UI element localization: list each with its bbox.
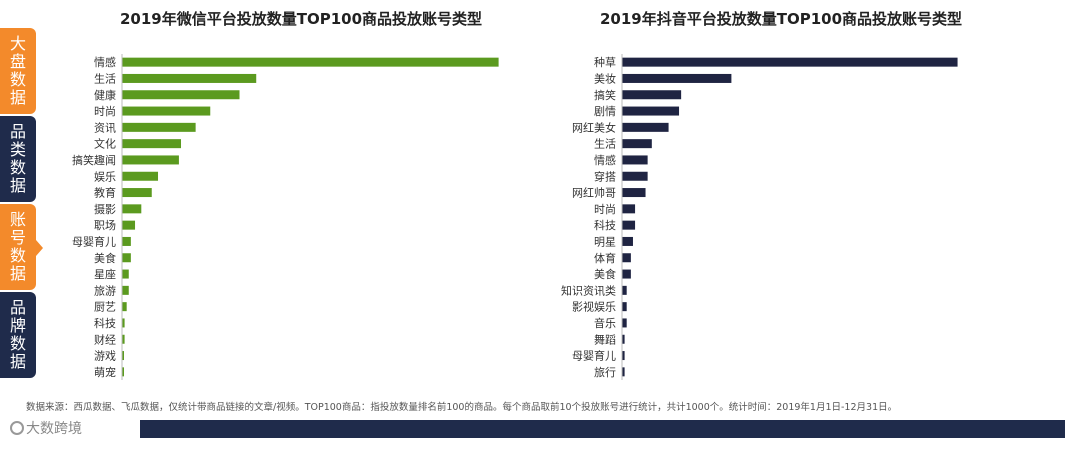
wechat-category-label: 资讯 xyxy=(94,121,116,134)
wechat-bar xyxy=(122,285,129,295)
wechat-category-label: 生活 xyxy=(94,71,116,85)
douyin-bar xyxy=(622,269,631,279)
douyin-bar xyxy=(622,188,646,198)
douyin-category-label: 穿搭 xyxy=(594,169,616,183)
wechat-bar xyxy=(122,302,127,312)
douyin-bar xyxy=(622,351,625,361)
wechat-category-label: 搞笑趣闻 xyxy=(72,153,116,167)
wechat-bar xyxy=(122,253,131,263)
wechat-category-label: 萌宠 xyxy=(94,365,116,379)
douyin-bar xyxy=(622,334,625,344)
wechat-bar xyxy=(122,155,179,165)
wechat-category-label: 星座 xyxy=(94,267,116,281)
wechat-category-label: 旅游 xyxy=(94,283,116,297)
douyin-category-label: 旅行 xyxy=(594,365,616,379)
douyin-category-label: 情感 xyxy=(594,154,616,167)
douyin-category-label: 时尚 xyxy=(594,202,616,216)
douyin-bar xyxy=(622,220,636,230)
douyin-category-label: 网红帅哥 xyxy=(572,187,616,200)
wechat-bar xyxy=(122,73,257,83)
wechat-bar xyxy=(122,351,124,361)
wechat-category-label: 时尚 xyxy=(94,104,116,118)
chart-title-douyin: 2019年抖音平台投放数量TOP100商品投放账号类型 xyxy=(600,10,963,28)
wechat-bar xyxy=(122,139,182,149)
wechat-category-label: 游戏 xyxy=(94,350,116,363)
wechat-bar xyxy=(122,334,125,344)
douyin-bar xyxy=(622,367,625,377)
wechat-bar xyxy=(122,122,196,132)
nav-tab-account[interactable]: 账号数据 xyxy=(0,204,43,290)
douyin-category-label: 科技 xyxy=(594,218,616,232)
nav-tab-label: 大盘数据 xyxy=(9,34,26,107)
data-source-footnote: 数据来源：西瓜数据、飞瓜数据，仅统计带商品链接的文章/视频。TOP100商品：指… xyxy=(26,402,898,413)
douyin-bar-chart: 种草美妆搞笑剧情网红美女生活情感穿搭网红帅哥时尚科技明星体育美食知识资讯类影视娱… xyxy=(561,54,958,380)
douyin-category-label: 搞笑 xyxy=(594,88,616,102)
wechat-category-label: 美食 xyxy=(94,251,116,265)
douyin-bar xyxy=(622,73,732,83)
wechat-bar xyxy=(122,204,142,214)
douyin-bar xyxy=(622,155,648,165)
logo-icon xyxy=(10,421,24,435)
wechat-bar xyxy=(122,57,499,67)
wechat-bar xyxy=(122,318,125,328)
wechat-bar xyxy=(122,220,136,230)
wechat-bar xyxy=(122,188,152,198)
douyin-category-label: 影视娱乐 xyxy=(572,300,616,314)
douyin-bar xyxy=(622,57,958,67)
wechat-bar xyxy=(122,269,129,279)
nav-tab-label: 账号数据 xyxy=(9,210,26,283)
wechat-category-label: 教育 xyxy=(94,186,116,200)
wechat-category-label: 母婴育儿 xyxy=(72,234,116,248)
douyin-bar xyxy=(622,253,631,263)
wechat-category-label: 科技 xyxy=(94,316,116,330)
douyin-bar xyxy=(622,171,648,181)
douyin-bar xyxy=(622,318,627,328)
douyin-category-label: 剧情 xyxy=(594,105,616,118)
douyin-category-label: 美食 xyxy=(594,267,616,281)
chart-title-wechat: 2019年微信平台投放数量TOP100商品投放账号类型 xyxy=(120,10,483,28)
wechat-category-label: 情感 xyxy=(94,56,116,69)
douyin-bar xyxy=(622,139,652,149)
logo-text: 大数跨境 xyxy=(26,421,82,437)
wechat-bar xyxy=(122,106,211,116)
wechat-bar xyxy=(122,367,124,377)
wechat-category-label: 职场 xyxy=(94,218,116,232)
douyin-category-label: 网红美女 xyxy=(572,120,616,134)
brand-logo: 大数跨境 xyxy=(10,418,82,438)
nav-tab-brand[interactable]: 品牌数据 xyxy=(0,292,36,378)
nav-tab-label: 品牌数据 xyxy=(9,298,26,371)
nav-tab-label: 品类数据 xyxy=(9,122,26,195)
wechat-bar xyxy=(122,236,131,246)
douyin-category-label: 舞蹈 xyxy=(594,333,616,346)
douyin-bar xyxy=(622,204,636,214)
wechat-category-label: 娱乐 xyxy=(94,169,116,183)
wechat-category-label: 摄影 xyxy=(94,202,116,216)
douyin-category-label: 体育 xyxy=(594,251,616,265)
footer-bar xyxy=(140,420,1065,438)
wechat-bar-chart: 情感生活健康时尚资讯文化搞笑趣闻娱乐教育摄影职场母婴育儿美食星座旅游厨艺科技财经… xyxy=(72,54,499,380)
douyin-category-label: 音乐 xyxy=(594,316,616,330)
douyin-bar xyxy=(622,302,627,312)
douyin-category-label: 知识资讯类 xyxy=(561,283,616,297)
wechat-bar xyxy=(122,171,159,181)
wechat-bar xyxy=(122,90,240,100)
douyin-category-label: 明星 xyxy=(594,235,616,248)
douyin-category-label: 种草 xyxy=(594,55,616,69)
side-nav: 大盘数据 品类数据 账号数据 品牌数据 xyxy=(0,28,43,380)
nav-tab-overview[interactable]: 大盘数据 xyxy=(0,28,36,114)
wechat-category-label: 财经 xyxy=(94,332,116,346)
douyin-bar xyxy=(622,236,633,246)
nav-tab-category[interactable]: 品类数据 xyxy=(0,116,36,202)
douyin-category-label: 母婴育儿 xyxy=(572,349,616,363)
douyin-category-label: 美妆 xyxy=(594,72,616,85)
wechat-category-label: 健康 xyxy=(94,88,116,102)
douyin-category-label: 生活 xyxy=(594,137,616,151)
douyin-bar xyxy=(622,285,627,295)
douyin-bar xyxy=(622,106,680,116)
wechat-category-label: 文化 xyxy=(94,137,116,151)
douyin-bar xyxy=(622,122,669,132)
douyin-bar xyxy=(622,90,682,100)
wechat-category-label: 厨艺 xyxy=(94,301,116,314)
